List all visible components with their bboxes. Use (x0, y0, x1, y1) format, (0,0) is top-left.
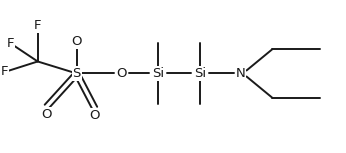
Text: S: S (73, 67, 81, 80)
Text: Si: Si (152, 67, 164, 80)
Text: O: O (90, 109, 100, 122)
Text: F: F (34, 19, 42, 32)
Text: O: O (42, 108, 52, 121)
Text: O: O (117, 67, 127, 80)
Text: Si: Si (194, 67, 206, 80)
Text: N: N (236, 67, 245, 80)
Text: F: F (7, 37, 15, 50)
Text: F: F (1, 65, 8, 78)
Text: O: O (72, 35, 82, 49)
